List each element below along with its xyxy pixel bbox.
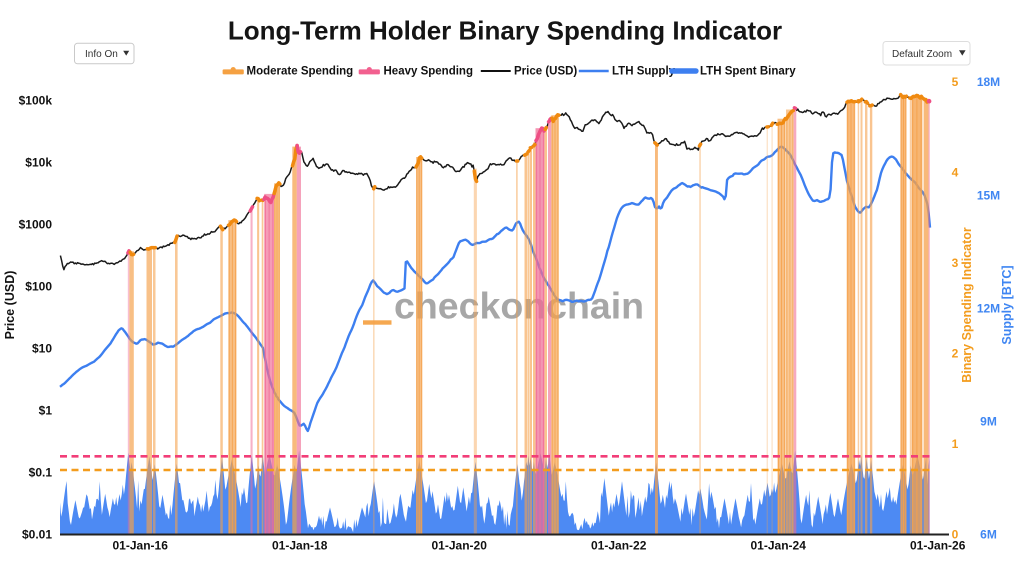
svg-text:01-Jan-20: 01-Jan-20 [432, 539, 488, 553]
svg-text:Price (USD): Price (USD) [3, 271, 17, 340]
svg-text:LTH Spent Binary: LTH Spent Binary [700, 66, 796, 78]
svg-text:01-Jan-24: 01-Jan-24 [751, 539, 807, 553]
svg-text:$1: $1 [39, 404, 53, 418]
svg-text:9M: 9M [980, 415, 997, 429]
svg-text:$100k: $100k [19, 94, 53, 108]
svg-text:Heavy Spending: Heavy Spending [384, 66, 473, 78]
svg-text:$0.1: $0.1 [29, 466, 53, 480]
svg-text:Long-Term Holder Binary Spendi: Long-Term Holder Binary Spending Indicat… [228, 16, 782, 46]
svg-text:01-Jan-18: 01-Jan-18 [272, 539, 328, 553]
svg-text:$10: $10 [32, 342, 52, 356]
svg-text:12M: 12M [977, 301, 1000, 315]
svg-text:LTH Supply: LTH Supply [612, 66, 676, 78]
svg-text:checkonchain: checkonchain [394, 285, 644, 327]
svg-text:Moderate Spending: Moderate Spending [247, 66, 354, 78]
svg-text:0: 0 [952, 528, 959, 542]
svg-text:4: 4 [952, 166, 959, 180]
svg-text:$0.01: $0.01 [22, 528, 52, 542]
svg-text:$10k: $10k [25, 156, 52, 170]
svg-text:Info On: Info On [85, 49, 118, 60]
svg-text:3: 3 [952, 256, 959, 270]
svg-text:2: 2 [952, 347, 959, 361]
svg-text:Default Zoom: Default Zoom [892, 49, 952, 60]
svg-text:5: 5 [952, 75, 959, 89]
svg-text:01-Jan-22: 01-Jan-22 [591, 539, 647, 553]
svg-text:18M: 18M [977, 75, 1000, 89]
svg-text:Binary Spending Indicator: Binary Spending Indicator [960, 227, 974, 383]
svg-text:01-Jan-16: 01-Jan-16 [113, 539, 169, 553]
svg-text:$100: $100 [25, 280, 52, 294]
svg-text:Price (USD): Price (USD) [514, 66, 577, 78]
svg-text:01-Jan-26: 01-Jan-26 [910, 539, 966, 553]
svg-text:15M: 15M [977, 188, 1000, 202]
svg-text:6M: 6M [980, 528, 997, 542]
svg-text:1: 1 [952, 437, 959, 451]
svg-text:$1000: $1000 [19, 218, 53, 232]
svg-text:Supply [BTC]: Supply [BTC] [1000, 265, 1014, 344]
